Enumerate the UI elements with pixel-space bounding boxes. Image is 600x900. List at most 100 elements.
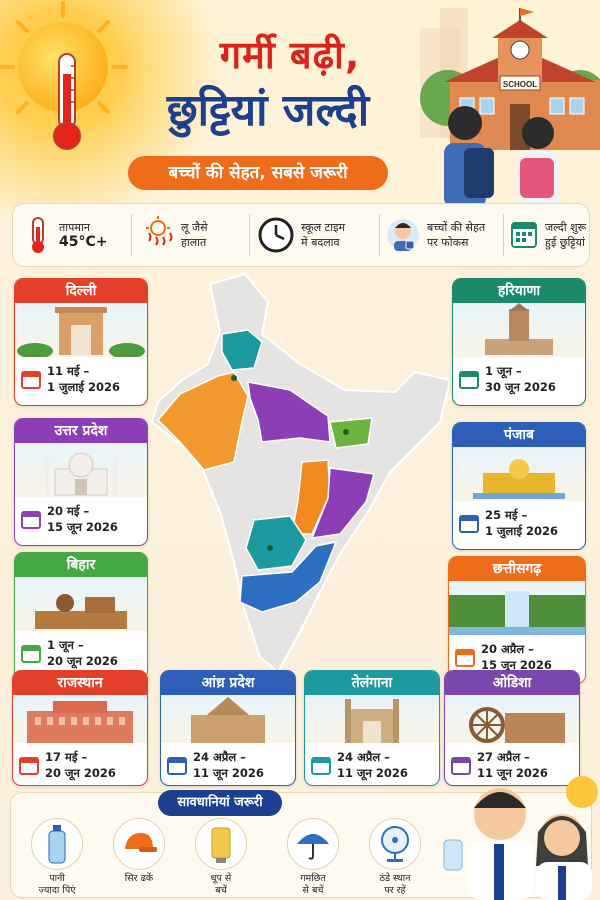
info-strip: तापमान 45°C+ लू जैसे हालात स्कूल टाइम मे… [12,203,590,267]
title-line-1: गर्मी बढ़ी, [219,33,361,77]
date-from: 20 मई – [47,504,90,518]
info-school-time: स्कूल टाइम में बदलाव [257,212,345,258]
info-school-time-line1: स्कूल टाइम [301,221,346,234]
waterfall-illustration [449,581,585,635]
state-card-chhattisgarh: छत्तीसगढ़ 20 अप्रैल – 15 जून 2026 [448,556,586,684]
info-temperature: तापमान 45°C+ [23,212,108,258]
state-name: पंजाब [453,423,585,447]
school-sign-text: SCHOOL [503,80,537,89]
date-to: 15 जून 2026 [47,520,118,534]
sun-rays [0,1,128,133]
map-chhattisgarh [291,459,331,535]
temple-illustration [161,695,295,743]
date-to: 11 जून 2026 [193,766,264,780]
golden-temple-illustration [453,447,585,501]
kids-illustration [443,776,598,900]
date-to: 20 जून 2026 [47,654,118,668]
precaution-sun-line1: धूप से [210,873,232,884]
info-early-holidays-line2: हुई छुट्टियां [545,236,585,249]
calendar-icon [21,371,41,389]
map-uttar-pradesh [247,381,331,443]
state-card-uttar-pradesh: उत्तर प्रदेश 20 मई – 15 जून 2026 [14,418,148,546]
date-from: 24 अप्रैल – [337,750,390,764]
info-school-time-line2: में बदलाव [301,236,340,249]
date-from: 1 जून – [485,364,522,378]
thermometer-icon [32,217,44,253]
state-name: छत्तीसगढ़ [449,557,585,581]
state-name: ओडिशा [445,671,579,695]
state-card-haryana: हरियाणा 1 जून – 30 जून 2026 [452,278,586,406]
map-andhra-pradesh [239,540,338,613]
info-heatwave-line2: हालात [181,236,207,249]
school-illustration: SCHOOL [420,8,600,208]
date-to: 11 जून 2026 [337,766,408,780]
state-name: हरियाणा [453,279,585,303]
temple-illustration [15,577,147,631]
hawa-mahal-illustration [13,695,147,743]
precaution-water: पानी ज्यादा पिएं [22,818,92,897]
state-card-odisha: ओडिशा 27 अप्रैल – 11 जून 2026 [444,670,580,786]
date-to: 1 जुलाई 2026 [485,524,558,538]
info-temperature-label: तापमान [59,221,90,234]
map-rajasthan [156,371,249,471]
info-child-health: बच्चों की सेहत पर फोकस [385,212,485,258]
precaution-water-line1: पानी [49,873,65,884]
date-to: 20 जून 2026 [45,766,116,780]
precaution-fan-line1: ठंडे स्थान [379,873,411,884]
calendar-icon [451,757,471,775]
konark-wheel-illustration [445,695,579,743]
state-card-rajasthan: राजस्थान 17 मई – 20 जून 2026 [12,670,148,786]
info-heatwave: लू जैसे हालात [141,212,208,258]
precaution-cap: सिर ढकें [104,818,174,885]
state-card-bihar: बिहार 1 जून – 20 जून 2026 [14,552,148,680]
map-telangana [245,515,307,571]
cap-icon [125,833,157,852]
state-card-andhra-pradesh: आंध्र प्रदेश 24 अप्रैल – 11 जून 2026 [160,670,296,786]
thermometer-icon [53,53,81,150]
state-name: बिहार [15,553,147,577]
state-name: तेलंगाना [305,671,439,695]
heatwave-icon [146,216,173,246]
calendar-icon [21,645,41,663]
map-bihar [329,417,373,449]
umbrella-icon [297,834,329,860]
date-from: 11 मई – [47,364,90,378]
map-odisha [310,467,375,539]
title-line-2: छुट्टियां जल्दी [166,85,370,136]
subtitle-banner: बच्चों की सेहत, सबसे जरूरी [128,156,388,190]
date-from: 25 मई – [485,508,528,522]
date-from: 20 अप्रैल – [481,642,534,656]
calendar-icon [511,222,537,248]
precaution-umbrella-line1: गमछित [300,873,326,884]
state-name: आंध्र प्रदेश [161,671,295,695]
info-early-holidays-line1: जल्दी शुरू [545,221,587,234]
precaution-water-line2: ज्यादा पिएं [38,885,76,896]
info-temperature-value: 45°C+ [59,234,108,250]
precaution-sun: धूप से बचें [186,818,256,897]
map-haryana [221,329,263,371]
info-heatwave-line1: लू जैसे [181,221,208,234]
child-health-icon [387,219,419,251]
calendar-icon [21,511,41,529]
calendar-icon [455,649,475,667]
calendar-icon [19,757,39,775]
info-child-health-line1: बच्चों की सेहत [427,221,486,234]
state-name: उत्तर प्रदेश [15,419,147,443]
precaution-umbrella: गमछित से बचें [278,818,348,897]
monument-illustration [453,303,585,357]
state-card-punjab: पंजाब 25 मई – 1 जुलाई 2026 [452,422,586,550]
precaution-cap-line1: सिर ढकें [124,873,154,884]
date-from: 24 अप्रैल – [193,750,246,764]
charminar-illustration [305,695,439,743]
calendar-icon [167,757,187,775]
precaution-sun-line2: बचें [215,885,227,896]
date-from: 17 मई – [45,750,88,764]
date-to: 30 जून 2026 [485,380,556,394]
precaution-fan-line2: पर रहें [384,885,406,896]
precautions-title: सावधानियां जरूरी [158,790,282,816]
state-name: दिल्ली [15,279,147,303]
taj-mahal-illustration [15,443,147,497]
calendar-icon [459,515,479,533]
calendar-icon [311,757,331,775]
water-bottle-icon [48,825,66,864]
